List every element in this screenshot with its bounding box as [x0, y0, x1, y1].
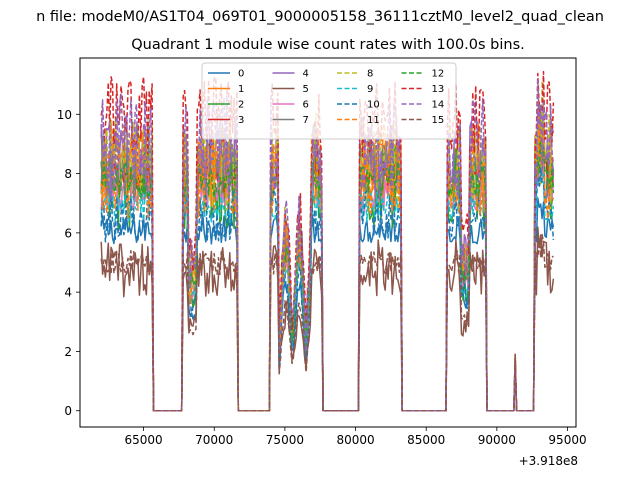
- legend-label-2: 2: [238, 100, 244, 111]
- chart-suptitle: n file: modeM0/AS1T04_069T01_9000005158_…: [36, 9, 604, 25]
- series-layer: [100, 70, 555, 412]
- y-tick-label: 6: [64, 226, 72, 240]
- legend-label-14: 14: [432, 100, 445, 111]
- y-tick-label: 8: [64, 167, 72, 181]
- y-tick-label: 0: [64, 404, 72, 418]
- legend-label-4: 4: [303, 69, 309, 80]
- x-axis: 65000 70000 75000 80000 85000 90000 95000: [124, 427, 587, 447]
- legend-label-7: 7: [303, 115, 309, 126]
- legend-box: [201, 62, 457, 140]
- series-13-line: [100, 70, 555, 412]
- axes-frame: [79, 57, 577, 428]
- x-tick-label: 80000: [336, 433, 374, 447]
- x-offset-label: +3.918e8: [519, 454, 578, 468]
- y-tick-label: 4: [64, 286, 72, 300]
- legend-label-0: 0: [238, 69, 244, 80]
- x-tick-label: 95000: [548, 433, 586, 447]
- legend-label-12: 12: [432, 69, 445, 80]
- legend-label-15: 15: [432, 115, 445, 126]
- x-tick-label: 65000: [124, 433, 162, 447]
- chart-title: Quadrant 1 module wise count rates with …: [131, 37, 525, 53]
- x-tick-label: 75000: [266, 433, 304, 447]
- legend-label-13: 13: [432, 84, 445, 95]
- x-tick-label: 90000: [478, 433, 516, 447]
- legend-label-1: 1: [238, 84, 244, 95]
- x-tick-label: 85000: [407, 433, 445, 447]
- legend-label-9: 9: [367, 84, 373, 95]
- legend-label-3: 3: [238, 115, 244, 126]
- y-tick-label: 2: [64, 345, 72, 359]
- y-axis: 0 2 4 6 8 10: [57, 108, 80, 418]
- legend-label-8: 8: [367, 69, 373, 80]
- legend-label-10: 10: [367, 100, 380, 111]
- legend-label-6: 6: [303, 100, 309, 111]
- y-tick-label: 10: [57, 108, 72, 122]
- x-tick-label: 70000: [195, 433, 233, 447]
- series-15-line: [100, 233, 554, 412]
- legend-label-11: 11: [367, 115, 380, 126]
- legend-label-5: 5: [303, 84, 309, 95]
